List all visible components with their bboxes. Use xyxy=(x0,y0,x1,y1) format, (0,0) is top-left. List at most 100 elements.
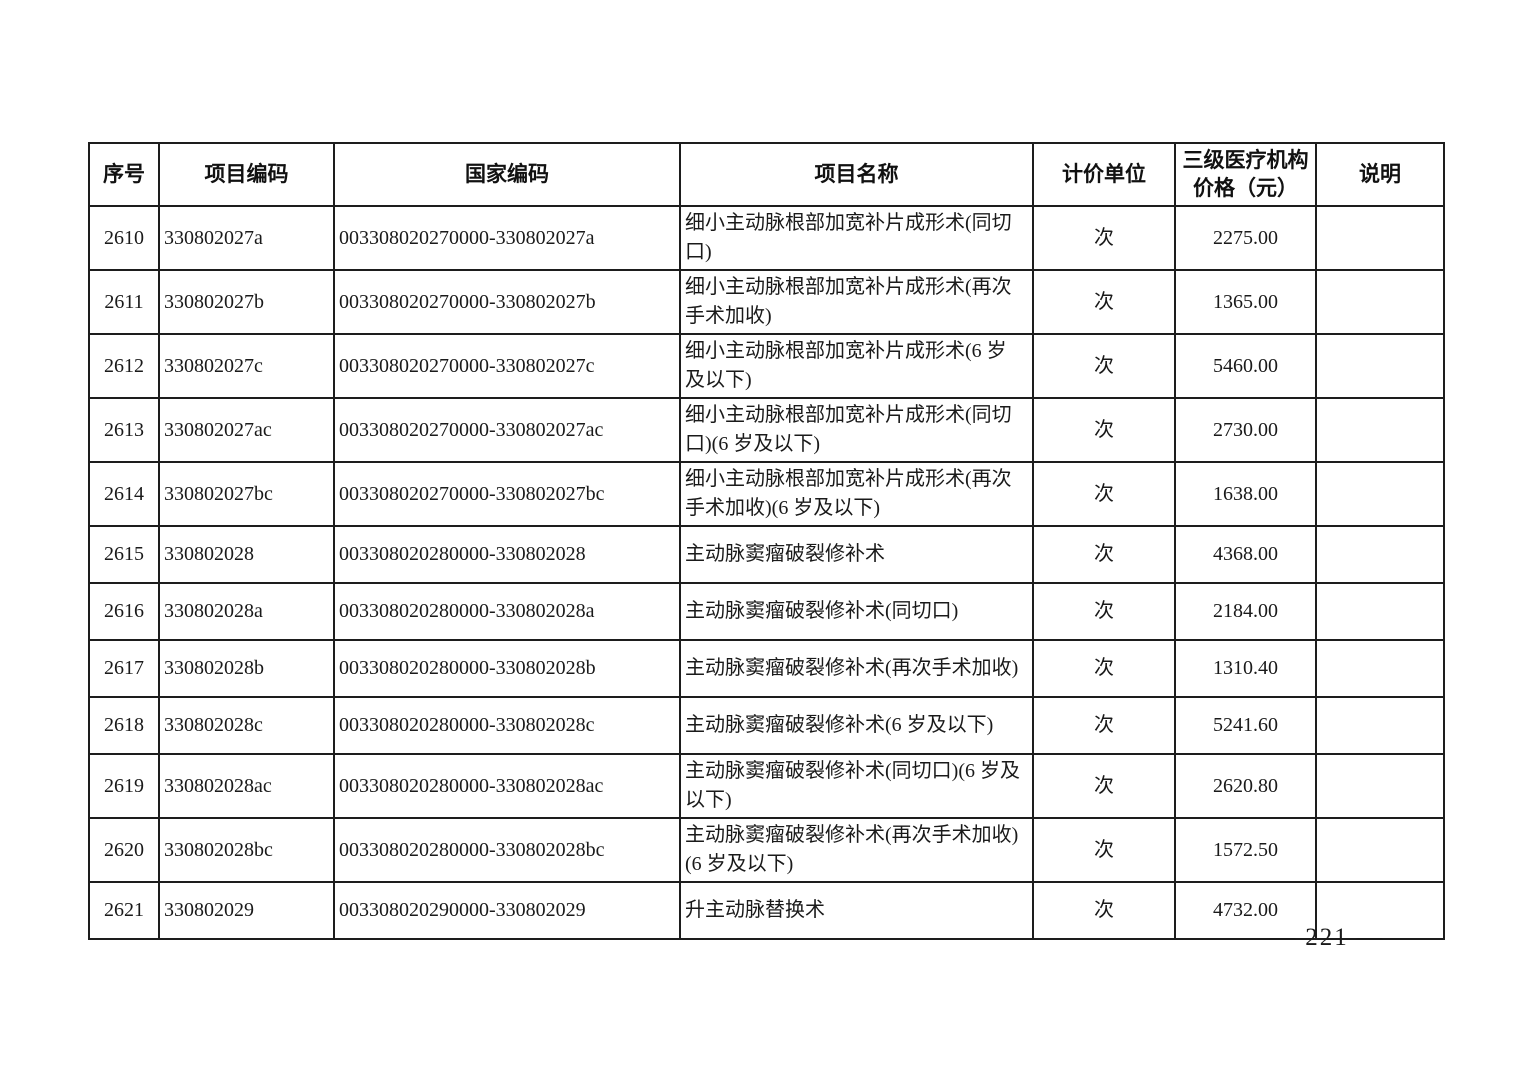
cell-project_code: 330802027bc xyxy=(158,461,335,527)
table-row: 2614 330802027bc 003308020270000-330802027… xyxy=(88,461,1445,527)
table-row: 2616 330802028a 003308020280000-330802028a… xyxy=(88,582,1445,641)
cell-index: 2618 xyxy=(88,696,160,755)
cell-project_code: 330802027b xyxy=(158,269,335,335)
cell-pricing_unit: 次 xyxy=(1032,269,1176,335)
cell-project_name: 细小主动脉根部加宽补片成形术(再次手术加收)(6 岁及以下) xyxy=(679,461,1034,527)
cell-pricing_unit: 次 xyxy=(1032,333,1176,399)
cell-tier3_price: 1572.50 xyxy=(1174,817,1317,883)
cell-tier3_price: 1638.00 xyxy=(1174,461,1317,527)
cell-index: 2610 xyxy=(88,205,160,271)
cell-pricing_unit: 次 xyxy=(1032,753,1176,819)
cell-national_code: 003308020270000-330802027b xyxy=(333,269,681,335)
cell-note xyxy=(1315,333,1445,399)
cell-national_code: 003308020290000-330802029 xyxy=(333,881,681,940)
cell-pricing_unit: 次 xyxy=(1032,817,1176,883)
column-header-note: 说明 xyxy=(1315,142,1445,207)
cell-pricing_unit: 次 xyxy=(1032,582,1176,641)
cell-project_name: 主动脉窦瘤破裂修补术(同切口)(6 岁及以下) xyxy=(679,753,1034,819)
cell-tier3_price: 5241.60 xyxy=(1174,696,1317,755)
cell-project_code: 330802028 xyxy=(158,525,335,584)
table-row: 2621 330802029 003308020290000-330802029 升主… xyxy=(88,881,1445,940)
table-row: 2617 330802028b 003308020280000-330802028b… xyxy=(88,639,1445,698)
cell-project_name: 升主动脉替换术 xyxy=(679,881,1034,940)
cell-national_code: 003308020280000-330802028b xyxy=(333,639,681,698)
cell-note xyxy=(1315,753,1445,819)
cell-tier3_price: 5460.00 xyxy=(1174,333,1317,399)
cell-index: 2612 xyxy=(88,333,160,399)
cell-project_code: 330802028b xyxy=(158,639,335,698)
cell-pricing_unit: 次 xyxy=(1032,397,1176,463)
cell-project_code: 330802027a xyxy=(158,205,335,271)
cell-index: 2611 xyxy=(88,269,160,335)
cell-project_name: 主动脉窦瘤破裂修补术(再次手术加收)(6 岁及以下) xyxy=(679,817,1034,883)
cell-note xyxy=(1315,817,1445,883)
medical-price-table: 序号 项目编码 国家编码 项目名称 计价单位 三级医疗机构 价格（元） 说明 2610 330… xyxy=(88,142,1445,940)
cell-tier3_price: 2184.00 xyxy=(1174,582,1317,641)
table-row: 2615 330802028 003308020280000-330802028 主动… xyxy=(88,525,1445,584)
column-header-tier3_price: 三级医疗机构 价格（元） xyxy=(1174,142,1317,207)
cell-national_code: 003308020280000-330802028ac xyxy=(333,753,681,819)
cell-index: 2619 xyxy=(88,753,160,819)
cell-tier3_price: 2275.00 xyxy=(1174,205,1317,271)
cell-index: 2615 xyxy=(88,525,160,584)
cell-national_code: 003308020280000-330802028 xyxy=(333,525,681,584)
cell-note xyxy=(1315,582,1445,641)
cell-note xyxy=(1315,639,1445,698)
cell-index: 2617 xyxy=(88,639,160,698)
cell-project_code: 330802029 xyxy=(158,881,335,940)
cell-project_name: 细小主动脉根部加宽补片成形术(同切口)(6 岁及以下) xyxy=(679,397,1034,463)
cell-national_code: 003308020280000-330802028bc xyxy=(333,817,681,883)
cell-pricing_unit: 次 xyxy=(1032,696,1176,755)
cell-project_code: 330802028bc xyxy=(158,817,335,883)
column-header-index: 序号 xyxy=(88,142,160,207)
cell-index: 2614 xyxy=(88,461,160,527)
cell-note xyxy=(1315,461,1445,527)
cell-pricing_unit: 次 xyxy=(1032,525,1176,584)
table-row: 2613 330802027ac 003308020270000-330802027… xyxy=(88,397,1445,463)
cell-project_code: 330802028ac xyxy=(158,753,335,819)
table-row: 2620 330802028bc 003308020280000-330802028… xyxy=(88,817,1445,883)
column-header-project_code: 项目编码 xyxy=(158,142,335,207)
cell-note xyxy=(1315,269,1445,335)
cell-project_name: 主动脉窦瘤破裂修补术 xyxy=(679,525,1034,584)
column-header-national_code: 国家编码 xyxy=(333,142,681,207)
cell-index: 2621 xyxy=(88,881,160,940)
cell-national_code: 003308020280000-330802028c xyxy=(333,696,681,755)
table-row: 2611 330802027b 003308020270000-330802027b… xyxy=(88,269,1445,335)
cell-project_name: 细小主动脉根部加宽补片成形术(再次手术加收) xyxy=(679,269,1034,335)
cell-project_code: 330802027c xyxy=(158,333,335,399)
cell-tier3_price: 2620.80 xyxy=(1174,753,1317,819)
table-row: 2610 330802027a 003308020270000-330802027a… xyxy=(88,205,1445,271)
cell-tier3_price: 2730.00 xyxy=(1174,397,1317,463)
cell-project_code: 330802028a xyxy=(158,582,335,641)
table-row: 2618 330802028c 003308020280000-330802028c… xyxy=(88,696,1445,755)
cell-pricing_unit: 次 xyxy=(1032,205,1176,271)
cell-note xyxy=(1315,397,1445,463)
cell-index: 2620 xyxy=(88,817,160,883)
cell-project_name: 细小主动脉根部加宽补片成形术(6 岁及以下) xyxy=(679,333,1034,399)
cell-project_code: 330802027ac xyxy=(158,397,335,463)
cell-tier3_price: 4732.00 xyxy=(1174,881,1317,940)
cell-note xyxy=(1315,881,1445,940)
table-row: 2619 330802028ac 003308020280000-330802028… xyxy=(88,753,1445,819)
table-row: 2612 330802027c 003308020270000-330802027c… xyxy=(88,333,1445,399)
cell-project_name: 主动脉窦瘤破裂修补术(再次手术加收) xyxy=(679,639,1034,698)
cell-project_name: 主动脉窦瘤破裂修补术(6 岁及以下) xyxy=(679,696,1034,755)
cell-national_code: 003308020270000-330802027a xyxy=(333,205,681,271)
cell-national_code: 003308020270000-330802027ac xyxy=(333,397,681,463)
column-header-project_name: 项目名称 xyxy=(679,142,1034,207)
cell-note xyxy=(1315,205,1445,271)
cell-project_code: 330802028c xyxy=(158,696,335,755)
page-number: — 221 — xyxy=(1270,924,1384,951)
cell-tier3_price: 1310.40 xyxy=(1174,639,1317,698)
cell-national_code: 003308020270000-330802027c xyxy=(333,333,681,399)
cell-project_name: 细小主动脉根部加宽补片成形术(同切口) xyxy=(679,205,1034,271)
table-header-row: 序号 项目编码 国家编码 项目名称 计价单位 三级医疗机构 价格（元） 说明 xyxy=(88,142,1445,207)
cell-note xyxy=(1315,525,1445,584)
cell-pricing_unit: 次 xyxy=(1032,461,1176,527)
cell-pricing_unit: 次 xyxy=(1032,639,1176,698)
cell-note xyxy=(1315,696,1445,755)
cell-tier3_price: 4368.00 xyxy=(1174,525,1317,584)
column-header-pricing_unit: 计价单位 xyxy=(1032,142,1176,207)
